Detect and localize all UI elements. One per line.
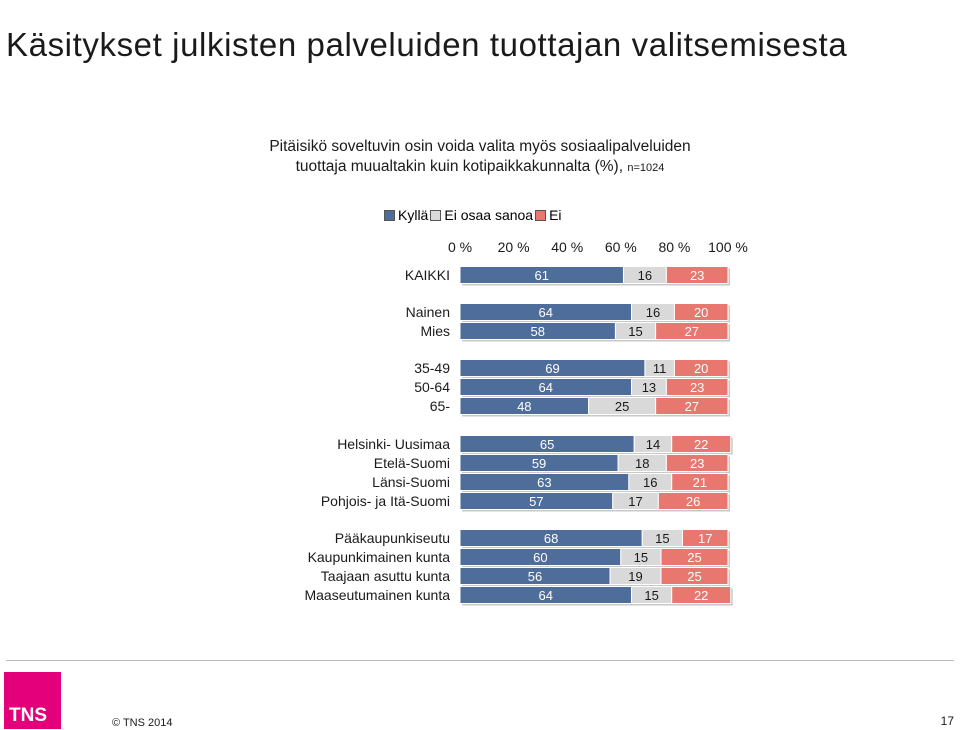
data-label: 11 (653, 361, 667, 376)
category-label: Helsinki- Uusimaa (337, 436, 450, 452)
x-tick-label: 100 % (708, 239, 748, 255)
legend-item-ei-osaa-sanoa: Ei osaa sanoa (430, 207, 533, 223)
data-label: 13 (642, 380, 656, 395)
data-label: 15 (655, 531, 669, 546)
bar-ei (673, 303, 729, 321)
category-label: Maaseutumainen kunta (304, 587, 450, 603)
data-label: 58 (530, 324, 544, 339)
data-label: 64 (539, 588, 553, 603)
category-label: Nainen (406, 304, 450, 320)
chart-legend: Kyllä Ei osaa sanoa Ei (384, 207, 564, 223)
data-label: 25 (687, 550, 701, 565)
data-label: 60 (533, 550, 547, 565)
subtitle-line-2-text: tuottaja muualtakin kuin kotipaikkakunna… (295, 158, 624, 175)
stacked-bar-chart: 0 % 20 % 40 % 60 % 80 % 100 % KAIKKI 61 16 23 Nain… (304, 239, 748, 606)
data-label: 63 (537, 475, 551, 490)
data-label: 25 (615, 399, 629, 414)
legend-item-kylla: Kyllä (384, 207, 428, 223)
page-title: Käsitykset julkisten palveluiden tuottaj… (6, 26, 848, 63)
data-label: 18 (635, 456, 649, 471)
legend-swatch-ei-osaa-sanoa (430, 209, 442, 221)
bar-ei (660, 548, 729, 566)
bar-ei (665, 454, 729, 472)
tns-logo: TNS (4, 672, 61, 729)
data-label: 48 (517, 399, 531, 414)
data-label: 27 (685, 324, 699, 339)
logo-text: TNS (9, 705, 47, 726)
category-label: Etelä-Suomi (374, 455, 450, 471)
legend-label-ei: Ei (549, 207, 562, 223)
data-label: 23 (690, 380, 704, 395)
data-label: 19 (628, 569, 642, 584)
legend-item-ei: Ei (535, 207, 562, 223)
category-label: Taajaan asuttu kunta (321, 568, 450, 584)
category-label: KAIKKI (405, 267, 450, 283)
data-label: 22 (694, 588, 708, 603)
category-label: Kaupunkimainen kunta (308, 549, 451, 565)
data-label: 17 (698, 531, 712, 546)
bar-ei (655, 397, 729, 415)
data-label: 64 (539, 305, 553, 320)
bar-ei (671, 435, 732, 453)
data-label: 16 (643, 475, 657, 490)
x-tick-label: 20 % (498, 239, 530, 255)
bar-ei (671, 473, 729, 491)
chart-subtitle: Pitäisikö soveltuvin osin voida valita m… (200, 137, 760, 178)
bar-ei (673, 359, 729, 377)
footer-divider (6, 660, 954, 661)
data-label: 14 (646, 437, 660, 452)
data-label: 22 (694, 437, 708, 452)
bar-ei (660, 567, 729, 585)
category-label: 50-64 (414, 379, 450, 395)
x-tick-label: 60 % (605, 239, 637, 255)
copyright-text: © TNS 2014 (112, 717, 173, 729)
data-label: 23 (690, 268, 704, 283)
x-tick-label: 0 % (448, 239, 472, 255)
bar-ei (671, 586, 732, 604)
data-label: 15 (634, 550, 648, 565)
subtitle-line-2: tuottaja muualtakin kuin kotipaikkakunna… (200, 157, 760, 178)
data-label: 64 (539, 380, 553, 395)
bar-ei (655, 322, 729, 340)
bar-ei (681, 529, 729, 547)
data-label: 57 (529, 494, 543, 509)
page-number: 17 (940, 714, 954, 728)
category-label: Mies (420, 323, 450, 339)
data-label: 15 (628, 324, 642, 339)
legend-swatch-kylla (384, 209, 395, 221)
data-label: 25 (687, 569, 701, 584)
data-label: 16 (646, 305, 660, 320)
legend-swatch-ei (535, 209, 547, 221)
category-label: Pohjois- ja Itä-Suomi (321, 493, 450, 509)
data-label: 65 (540, 437, 554, 452)
data-label: 17 (628, 494, 642, 509)
data-label: 61 (535, 268, 549, 283)
category-label: Länsi-Suomi (372, 474, 450, 490)
data-label: 69 (545, 361, 559, 376)
data-label: 59 (532, 456, 546, 471)
legend-label-kylla: Kyllä (398, 207, 429, 223)
data-label: 56 (528, 569, 542, 584)
data-label: 15 (644, 588, 658, 603)
data-label: 26 (686, 494, 700, 509)
sample-size: n=1024 (627, 162, 665, 174)
data-label: 68 (544, 531, 558, 546)
bar-ei (665, 378, 729, 396)
data-label: 23 (690, 456, 704, 471)
category-label: Pääkaupunkiseutu (335, 530, 450, 546)
data-label: 20 (694, 361, 708, 376)
data-label: 21 (693, 475, 707, 490)
category-label: 65- (430, 398, 451, 414)
x-tick-label: 40 % (551, 239, 583, 255)
data-label: 27 (685, 399, 699, 414)
data-label: 20 (694, 305, 708, 320)
subtitle-line-1: Pitäisikö soveltuvin osin voida valita m… (269, 138, 691, 155)
x-tick-label: 80 % (658, 239, 690, 255)
category-label: 35-49 (414, 360, 450, 376)
legend-label-ei-osaa-sanoa: Ei osaa sanoa (444, 207, 534, 223)
data-label: 16 (638, 268, 652, 283)
bar-ei (657, 492, 729, 510)
bar-ei (665, 266, 729, 284)
